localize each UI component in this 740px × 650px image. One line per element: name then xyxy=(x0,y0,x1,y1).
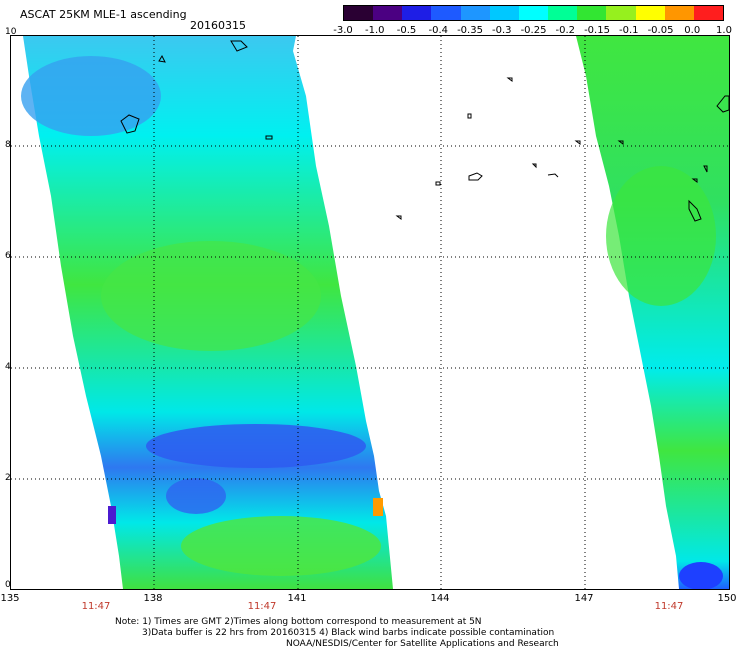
note-line-1: Note: 1) Times are GMT 2)Times along bot… xyxy=(115,617,482,627)
color-scale-segment xyxy=(431,6,461,20)
color-scale-segment xyxy=(373,6,403,20)
right-swath xyxy=(576,36,729,589)
lon-label: 141 xyxy=(287,593,307,604)
note-line-3: NOAA/NESDIS/Center for Satellite Applica… xyxy=(286,639,559,649)
orange-patch xyxy=(373,498,383,516)
lat-label: 0 xyxy=(5,580,11,590)
green-patch xyxy=(606,166,716,306)
color-scale-label: -0.1 xyxy=(618,25,639,36)
swath-map xyxy=(11,36,729,589)
lat-label: 2 xyxy=(5,473,11,483)
lat-label: 8 xyxy=(5,140,11,150)
lat-label: 4 xyxy=(5,362,11,372)
lat-label: 6 xyxy=(5,251,11,261)
color-scale-segment xyxy=(635,6,665,20)
color-scale-label: -0.2 xyxy=(555,25,576,36)
blue-patch xyxy=(166,478,226,514)
note-line-2: 3)Data buffer is 22 hrs from 20160315 4)… xyxy=(142,628,555,638)
grid-lines xyxy=(11,36,729,589)
color-scale-label: 0.0 xyxy=(684,25,701,36)
color-scale-label: -0.15 xyxy=(584,25,610,36)
color-scale-bar xyxy=(343,5,724,21)
color-scale-segment xyxy=(402,6,432,20)
swath-time-label: 11:47 xyxy=(247,601,277,612)
color-scale-label: -0.05 xyxy=(647,25,674,36)
lon-label: 138 xyxy=(143,593,163,604)
color-scale-label: -0.5 xyxy=(396,25,417,36)
color-scale-label: -0.3 xyxy=(491,25,512,36)
blue-patch xyxy=(21,56,161,136)
color-scale-segment xyxy=(344,6,374,20)
swath-time-label: 11:47 xyxy=(654,601,684,612)
color-scale-label: -1.0 xyxy=(364,25,385,36)
lon-label: 147 xyxy=(574,593,594,604)
lon-label: 150 xyxy=(717,593,737,604)
lon-label: 144 xyxy=(430,593,450,604)
purple-patch xyxy=(108,506,116,524)
blue-patch xyxy=(679,562,723,589)
color-scale-segment xyxy=(606,6,636,20)
lat-label: 10 xyxy=(5,27,17,37)
color-scale-label: -0.25 xyxy=(520,25,547,36)
map-title: ASCAT 25KM MLE-1 ascending xyxy=(20,8,187,21)
coastlines xyxy=(120,40,729,222)
color-scale-label: 1.0 xyxy=(716,25,732,36)
color-scale-segment xyxy=(489,6,519,20)
color-scale-segment xyxy=(577,6,607,20)
swath-time-label: 11:47 xyxy=(81,601,111,612)
green-patch xyxy=(181,516,381,576)
color-scale-segment xyxy=(518,6,549,20)
color-scale-label: -0.35 xyxy=(457,25,483,36)
blue-patch xyxy=(146,424,366,468)
color-scale-segment xyxy=(664,6,694,20)
green-patch xyxy=(101,241,321,351)
map-date: 20160315 xyxy=(190,19,246,32)
color-scale-segment xyxy=(693,6,724,20)
color-scale-label: -0.4 xyxy=(428,25,449,36)
color-scale-segment xyxy=(548,6,578,20)
lon-label: 135 xyxy=(0,593,20,604)
map-plot-area xyxy=(10,35,730,590)
color-scale-segment xyxy=(460,6,490,20)
color-scale-label: -3.0 xyxy=(333,25,353,36)
